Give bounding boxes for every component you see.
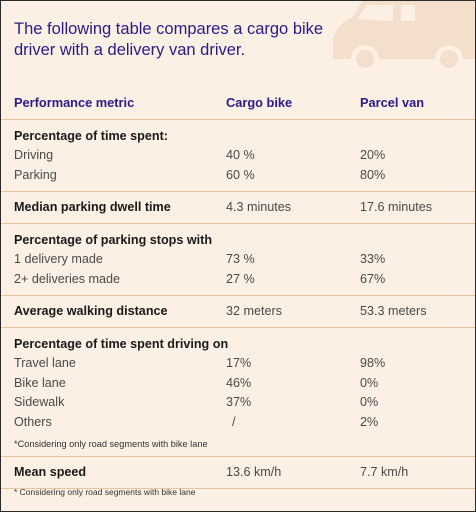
parcel-van-value: 67% (360, 271, 386, 286)
cargo-bike-value: 32 meters (226, 304, 282, 319)
parcel-van-value: 53.3 meters (360, 304, 427, 319)
cargo-bike-value: 37% (226, 395, 252, 410)
section-title-row: Percentage of time spent driving on (14, 334, 475, 354)
separator (1, 294, 475, 296)
section-title-parking-stops: Percentage of parking stops with (14, 232, 213, 247)
table-row: 1 delivery made 73 % 33% (14, 250, 475, 270)
cargo-bike-value: 4.3 minutes (226, 200, 292, 215)
table-row: Sidewalk 37% 0% (14, 393, 475, 413)
row-label: Travel lane (14, 356, 76, 371)
row-label: Driving (14, 148, 54, 163)
parcel-van-value: 20% (360, 148, 386, 163)
parcel-van-value: 33% (360, 252, 386, 267)
row-label: Average walking distance (14, 304, 168, 319)
separator (1, 455, 475, 457)
header-metric: Performance metric (14, 95, 135, 110)
section-title-row: Percentage of parking stops with (14, 230, 475, 250)
table-row: Travel lane 17% 98% (14, 354, 475, 374)
parcel-van-value: 0% (360, 395, 379, 410)
table-row: Average walking distance 32 meters 53.3 … (14, 302, 475, 322)
table-header-row: Performance metric Cargo bike Parcel van (14, 92, 475, 113)
parcel-van-value: 17.6 minutes (360, 200, 433, 215)
separator (1, 327, 475, 328)
row-label: Others (14, 414, 52, 429)
table-row: Parking 60 % 80% (14, 165, 475, 185)
section-note: *Considering only road segments with bik… (14, 438, 208, 449)
separator (1, 119, 475, 120)
intro-text: The following table compares a cargo bik… (14, 20, 324, 59)
separator (1, 223, 475, 224)
row-label: Median parking dwell time (14, 200, 171, 215)
cargo-bike-value: / (232, 414, 236, 429)
table-row: Median parking dwell time 4.3 minutes 17… (14, 198, 475, 218)
section-title-time-spent: Percentage of time spent: (14, 128, 168, 143)
table-row: Bike lane 46% 0% (14, 373, 475, 393)
header-parcel-van: Parcel van (360, 95, 425, 110)
parcel-van-value: 7.7 km/h (360, 465, 409, 480)
parcel-van-value: 0% (360, 375, 379, 390)
row-label: Parking (14, 167, 57, 182)
row-label: Bike lane (14, 375, 66, 390)
parcel-van-value: 80% (360, 167, 386, 182)
row-label: Mean speed (14, 465, 87, 480)
cargo-bike-value: 13.6 km/h (226, 465, 282, 480)
table-row: Mean speed 13.6 km/h 7.7 km/h (14, 463, 475, 483)
table-row: Others / 2% (14, 412, 475, 432)
parcel-van-value: 98% (360, 356, 386, 371)
delivery-van-icon (333, 1, 475, 73)
separator (1, 488, 475, 489)
section-title-driving-on: Percentage of time spent driving on (14, 336, 229, 351)
table-row: Driving 40 % 20% (14, 146, 475, 166)
row-label: 1 delivery made (14, 252, 103, 267)
table-row: 2+ deliveries made 27 % 67% (14, 269, 475, 289)
separator (1, 190, 475, 192)
header-cargo-bike: Cargo bike (226, 95, 293, 110)
cargo-bike-value: 17% (226, 356, 252, 371)
footnote: * Considering only road segments with bi… (14, 487, 196, 497)
section-title-row: Percentage of time spent: (14, 126, 475, 146)
cargo-bike-value: 40 % (226, 148, 255, 163)
cargo-bike-value: 73 % (226, 252, 255, 267)
row-label: Sidewalk (14, 395, 65, 410)
parcel-van-value: 2% (360, 414, 379, 429)
row-label: 2+ deliveries made (14, 271, 121, 286)
cargo-bike-value: 46% (226, 375, 252, 390)
comparison-table: Performance metric Cargo bike Parcel van… (1, 92, 475, 489)
cargo-bike-value: 27 % (226, 271, 255, 286)
cargo-bike-value: 60 % (226, 167, 255, 182)
